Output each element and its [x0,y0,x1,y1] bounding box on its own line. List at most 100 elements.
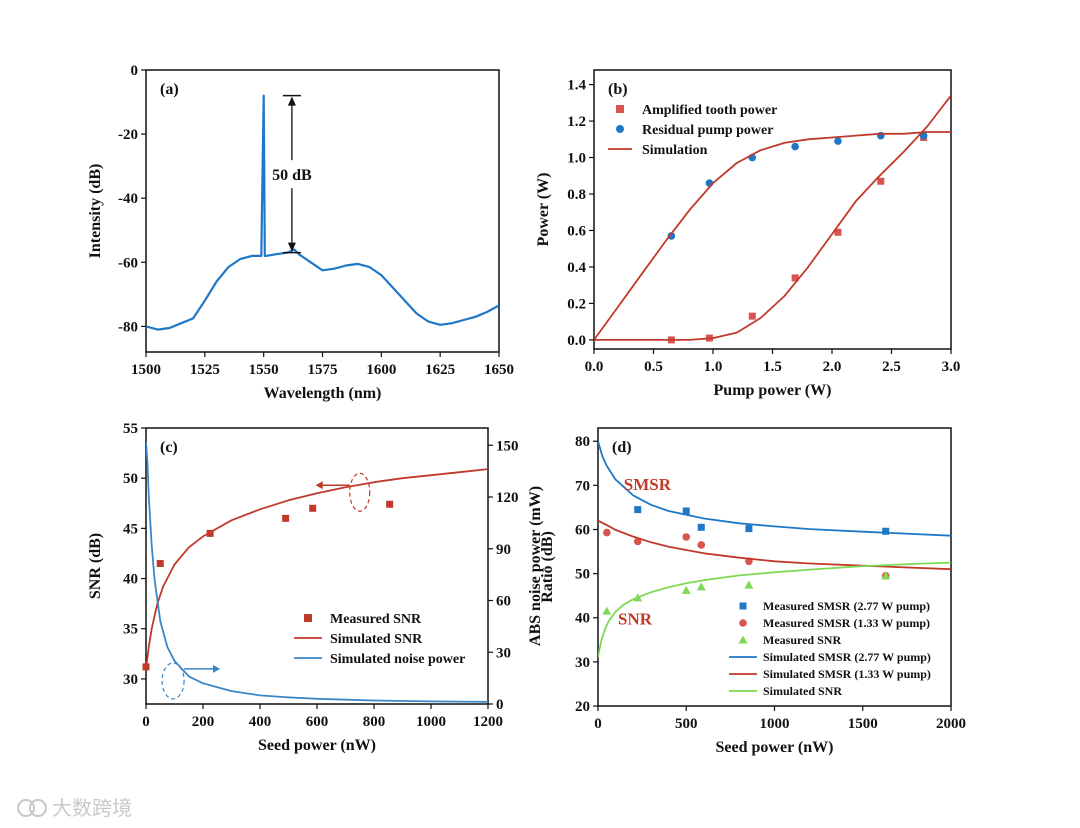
x-tick-label: 1.0 [704,359,723,375]
x-tick-label: 0 [594,716,602,732]
data-point-square [882,527,890,535]
y-tick-label: -20 [118,127,138,143]
y-tick-label: 80 [575,434,590,450]
x-tick-label: 0.0 [585,359,604,375]
y-tick-label: 0.8 [567,187,586,203]
y-tick-label: 0.2 [567,296,586,312]
y-tick-label: 30 [575,655,590,671]
data-point-circle [697,541,706,549]
x-tick-label: 500 [675,716,698,732]
data-point-square [834,228,842,236]
y-tick-label: 40 [575,611,590,627]
data-point-square [682,507,690,515]
legend-marker-square [739,602,747,610]
x-tick-label: 2.0 [823,359,842,375]
data-point-square [877,177,885,185]
arrow-left-icon [315,481,323,490]
chart-panel-4: 0 500 1000 1500 2000 20 30 40 50 60 70 80 Seed power… [539,427,966,756]
legend-marker-triangle [738,635,748,644]
x-axis-title: Seed power (nW) [258,737,376,754]
x-tick-label: 1550 [249,362,279,378]
x-tick-label: 800 [363,714,386,730]
legend-label: Measured SMSR (1.33 W pump) [763,616,930,630]
watermark: 大数跨境 [17,796,132,820]
data-point-square [309,504,317,512]
legend-marker-circle [616,125,624,133]
data-point-triangle [681,585,691,594]
data-point-square [748,312,756,320]
data-point-square [745,525,753,533]
x-tick-label: 1600 [366,362,396,378]
data-point-circle [919,131,928,140]
y-tick-label: 1.2 [567,114,586,130]
x-tick-label: 1000 [416,714,446,730]
y-tick-label: 0 [131,63,139,79]
data-point-circle [603,528,611,537]
y2-tick-label: 90 [496,542,511,558]
legend-label: Simulated SMSR (1.33 W pump) [763,667,931,681]
y2-tick-label: 60 [496,594,511,610]
arrow-right-icon [212,664,221,673]
y-tick-label: 1.0 [567,151,586,167]
annotation-50db: 50 dB [272,167,312,184]
legend-label: Amplified tooth power [642,103,777,118]
data-point-square [697,523,705,531]
data-point-square [386,500,394,508]
series-line-4 [594,131,951,341]
panel-label: (c) [160,439,178,456]
legend-label: Measured SMSR (2.77 W pump) [763,599,930,613]
y2-tick-label: 0 [496,697,504,713]
data-point-triangle [696,582,706,591]
y-tick-label: -60 [118,255,138,271]
panel-label: (b) [608,81,628,98]
series-line-1 [146,94,499,331]
data-point-circle [667,232,676,240]
y-tick-label: 1.4 [567,78,586,94]
x-axis-title: Pump power (W) [714,382,832,399]
x-tick-label: 2000 [936,716,966,732]
series-line-6 [598,561,951,658]
y-tick-label: 70 [575,478,590,494]
legend-marker-square [304,614,312,622]
data-point-square [156,559,164,567]
dashed-ellipse-snr [349,472,371,512]
y-axis-title: Ratio (dB) [539,531,556,603]
y-tick-label: 0.6 [567,223,586,239]
legend-marker-circle [739,619,747,627]
x-tick-label: 1500 [131,362,161,378]
arrowhead-up-icon [287,96,296,106]
legend-label: Simulated SNR [763,684,842,698]
series-line-3 [146,441,488,703]
x-axis-title: Wavelength (nm) [264,385,382,402]
panel-label: (a) [160,81,179,98]
y-axis-title: Intensity (dB) [87,164,104,259]
y2-tick-label: 150 [496,438,519,454]
y-tick-label: 40 [123,572,138,588]
x-tick-label: 0.5 [644,359,663,375]
data-point-square [634,506,642,514]
x-axis-title: Seed power (nW) [716,739,834,756]
x-tick-label: 1000 [760,716,790,732]
legend-label: Simulated noise power [330,652,465,667]
legend-label: Simulation [642,143,708,158]
x-tick-label: 600 [306,714,329,730]
chart-panel-3: 0 200 400 600 800 1000 1200 30 35 40 45 50 55 0 30 60 90… [87,421,544,754]
legend-label: Measured SNR [763,633,841,647]
x-tick-label: 400 [249,714,272,730]
series-line-5 [598,519,951,571]
legend-marker-square [616,105,624,113]
y2-tick-label: 120 [496,490,519,506]
series-line-2 [146,468,488,670]
watermark-text: 大数跨境 [52,796,132,820]
y-tick-label: 55 [123,421,138,437]
chart-panel-1: 1500 1525 1550 1575 1600 1625 1650 0 -20 -40 -60 -8… [87,63,514,402]
data-point-triangle [602,606,612,615]
data-point-circle [834,137,842,145]
dashed-ellipse-noise [161,662,185,700]
watermark-logo-icon [17,799,47,817]
x-tick-label: 1.5 [763,359,782,375]
data-point-square [791,274,799,282]
x-tick-label: 1500 [848,716,878,732]
annotation-smsr: SMSR [624,475,672,494]
